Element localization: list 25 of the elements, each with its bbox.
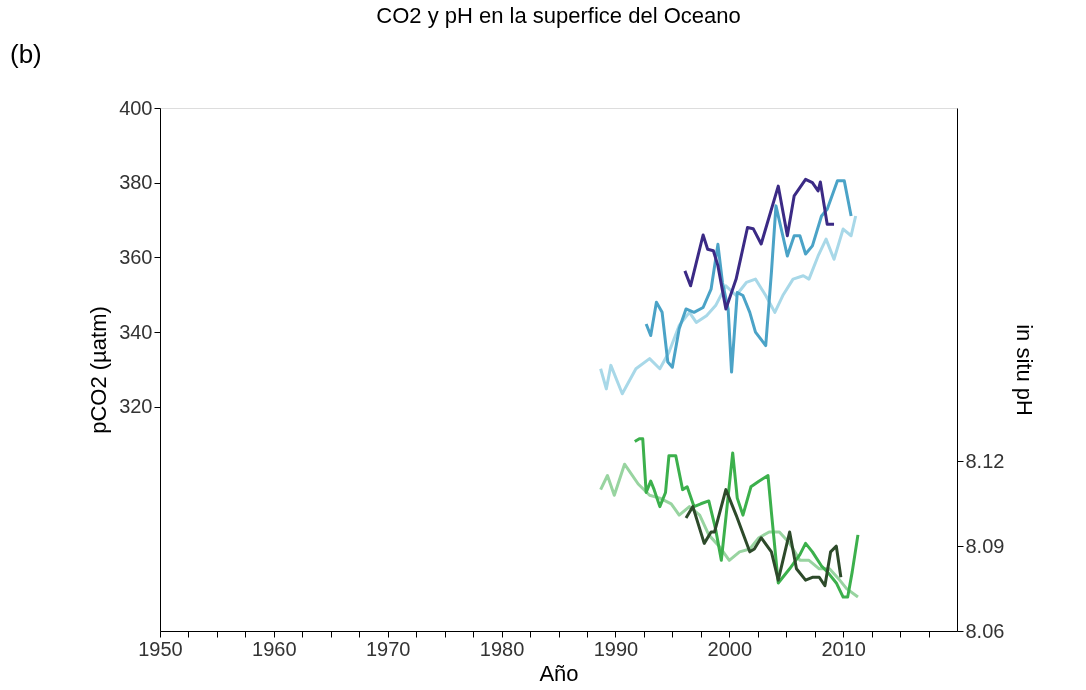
y-axis-title: pCO2 (µatm): [86, 306, 112, 434]
line-series: [683, 177, 836, 311]
x-tick-label: 1980: [479, 637, 525, 660]
line-series: [684, 488, 843, 588]
y-tick-label: 400: [119, 96, 153, 119]
y-tick-label: 340: [119, 320, 153, 343]
y-tick-label: 380: [119, 171, 153, 194]
x-axis-title: Año: [539, 660, 579, 686]
x-tick-label: 1970: [365, 637, 411, 660]
text: (b): [10, 39, 42, 69]
line-series: [599, 214, 858, 396]
x-tick-label: 1950: [138, 637, 183, 660]
y2-tick-label: 8.06: [965, 619, 1005, 642]
chart-title: CO2 y pH en la superfice del Oceano: [376, 3, 741, 28]
x-tick-label: 1960: [252, 637, 297, 660]
y2-tick-label: 8.09: [965, 534, 1005, 557]
x-tick-label: 2000: [707, 637, 753, 660]
y2-axis-title: in situ pH: [1012, 324, 1038, 416]
line-series: [644, 179, 853, 374]
y-tick-label: 320: [119, 395, 153, 418]
line-series: [633, 437, 860, 599]
y-tick-label: 360: [119, 245, 153, 268]
x-tick-label: 2010: [821, 637, 866, 660]
x-tick-label: 1990: [593, 637, 639, 660]
y2-tick-label: 8.12: [965, 449, 1005, 472]
